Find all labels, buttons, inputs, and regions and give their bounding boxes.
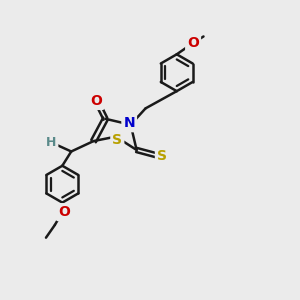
Text: O: O (187, 36, 199, 50)
Text: N: N (123, 116, 135, 130)
Text: O: O (58, 205, 70, 219)
Text: S: S (112, 133, 122, 147)
Text: S: S (157, 149, 167, 163)
Text: O: O (91, 94, 102, 108)
Text: H: H (46, 136, 56, 149)
